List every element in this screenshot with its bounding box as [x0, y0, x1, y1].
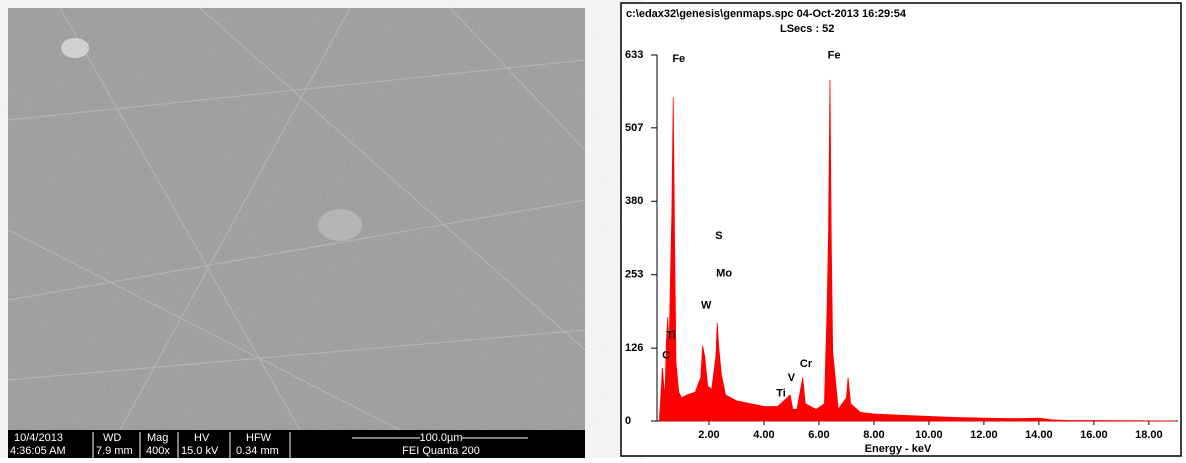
peak-label: S — [715, 230, 722, 242]
y-tick-label: 633 — [625, 49, 643, 61]
x-tick-label: 10.00 — [915, 429, 943, 441]
sem-info-bar: 10/4/2013 4:36:05 AM WD 7.9 mm Mag 400x … — [8, 430, 585, 458]
x-tick-label: 14.00 — [1025, 429, 1053, 441]
chart-title: c:\edax32\genesis\genmaps.spc 04-Oct-201… — [626, 8, 907, 20]
peak-label: Mo — [716, 267, 732, 279]
x-tick-label: 8.00 — [863, 429, 884, 441]
x-tick-label: 4.00 — [753, 429, 774, 441]
peak-label: W — [701, 299, 712, 311]
y-tick-label: 380 — [625, 195, 643, 207]
x-tick-label: 18.00 — [1135, 429, 1163, 441]
peak-label: Fe — [672, 53, 685, 65]
chart-subtitle: LSecs : 52 — [780, 23, 834, 35]
peak-label: V — [788, 372, 796, 384]
y-tick-label: 0 — [625, 415, 631, 427]
peak-label: C — [662, 350, 670, 362]
y-tick-label: 507 — [625, 122, 643, 134]
sem-time: 4:36:05 AM — [10, 445, 66, 457]
peak-label: Ti — [666, 329, 676, 341]
sem-label: Mag — [147, 432, 168, 444]
sem-value: 0.34 mm — [236, 445, 279, 457]
x-tick-label: 2.00 — [698, 429, 719, 441]
x-axis-label: Energy - keV — [865, 443, 932, 455]
sem-value: 400x — [146, 445, 170, 457]
sem-value: 15.0 kV — [181, 445, 219, 457]
x-tick-label: 16.00 — [1080, 429, 1108, 441]
x-tick-label: 12.00 — [970, 429, 998, 441]
sem-instrument: FEI Quanta 200 — [402, 445, 480, 457]
sem-value: 7.9 mm — [96, 445, 133, 457]
sem-image — [7, 7, 586, 431]
y-tick-label: 253 — [625, 269, 643, 281]
sem-label: HFW — [246, 432, 272, 444]
peak-label: Ti — [776, 388, 786, 400]
sem-label: WD — [103, 432, 121, 444]
sem-date: 10/4/2013 — [14, 432, 63, 444]
sem-scale: 100.0µm — [419, 432, 462, 444]
sem-label: HV — [194, 432, 210, 444]
spectrum — [659, 79, 1177, 422]
peak-label: Cr — [800, 358, 813, 370]
peak-label: Fe — [828, 49, 841, 61]
y-tick-label: 126 — [625, 342, 643, 354]
x-tick-label: 6.00 — [808, 429, 829, 441]
spectrum-panel: c:\edax32\genesis\genmaps.spc 04-Oct-201… — [620, 2, 1182, 457]
